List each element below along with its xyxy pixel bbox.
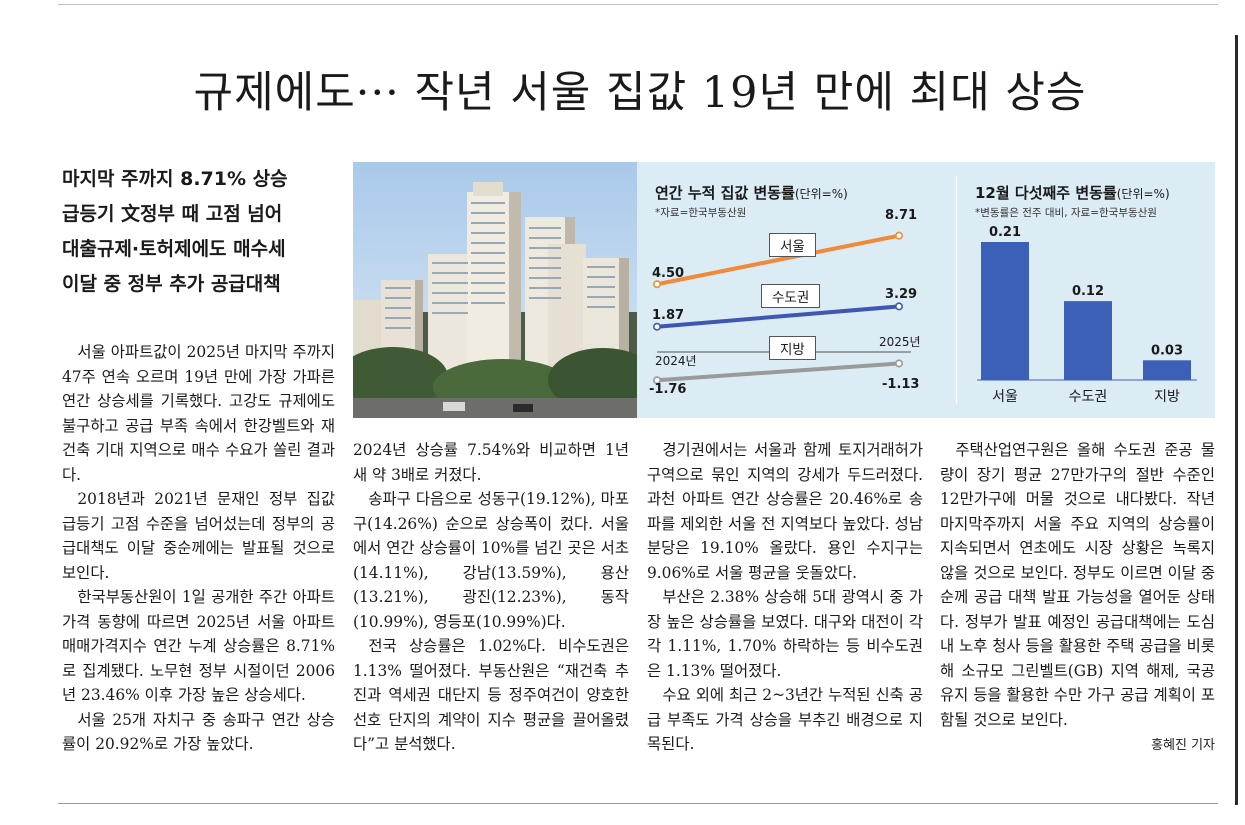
- bar-category-label: 수도권: [1069, 389, 1108, 405]
- line-chart-source: *자료=한국부동산원: [655, 207, 747, 219]
- bar-chart-title: 12월 다섯째주 변동률(단위=%): [975, 182, 1170, 203]
- article-column-4: 주택산업연구원은 올해 수도권 준공 물량이 장기 평균 27만가구의 절반 수…: [940, 438, 1215, 759]
- subheadline: 마지막 주까지 8.71% 상승: [62, 168, 288, 190]
- data-point-capital: [894, 302, 903, 311]
- line-chart-title-text: 연간 누적 집값 변동률: [655, 184, 795, 202]
- bottom-rule: [58, 803, 1218, 804]
- data-point-capital: [652, 322, 661, 331]
- data-label-seoul-2024: 4.50: [652, 266, 685, 281]
- byline: 홍혜진 기자: [1151, 738, 1215, 753]
- article-column-2: 2024년 상승률 7.54%와 비교하면 1년 새 약 3배로 커졌다. 송파…: [353, 438, 629, 757]
- x-tick-2025: 2025년: [879, 335, 921, 349]
- bar-value-label: 0.03: [1151, 343, 1183, 358]
- paragraph: 송파구 다음으로 성동구(19.12%), 마포구(14.26%) 순으로 상승…: [353, 490, 629, 631]
- subheadline: 이달 중 정부 추가 공급대책: [62, 273, 281, 295]
- subheadlines: 마지막 주까지 8.71% 상승 급등기 文정부 때 고점 넘어 대출규제·토허…: [62, 162, 342, 302]
- article-column-3: 경기권에서는 서울과 함께 토지거래허가구역으로 묶인 지역의 강세가 두드러졌…: [647, 438, 923, 757]
- data-point-seoul: [652, 280, 661, 289]
- x-tick-2024: 2024년: [655, 354, 697, 368]
- article-column-1: 서울 아파트값이 2025년 마지막 주까지 47주 연속 오르며 19년 만에…: [62, 340, 335, 757]
- series-line-seoul: [655, 233, 901, 287]
- paragraph: 2018년과 2021년 문재인 정부 집값 급등기 고점 수준을 넘어섰는데 …: [62, 490, 335, 582]
- bar-value-label: 0.12: [1072, 284, 1104, 299]
- page-edge: [1235, 35, 1238, 805]
- data-point-local: [652, 376, 661, 385]
- series-label-seoul: 서울: [769, 233, 816, 257]
- data-label-local-2025: -1.13: [882, 377, 920, 392]
- paragraph: 수요 외에 최근 2~3년간 누적된 신축 공급 부족도 가격 상승을 부추긴 …: [647, 686, 923, 753]
- bar: [1143, 360, 1191, 380]
- line-chart-unit: (단위=%): [794, 187, 848, 201]
- data-label-seoul-2025: 8.71: [885, 208, 918, 223]
- series-label-capital: 수도권: [761, 284, 821, 308]
- paragraph: 주택산업연구원은 올해 수도권 준공 물량이 장기 평균 27만가구의 절반 수…: [940, 441, 1215, 729]
- bar-category-label: 서울: [992, 389, 1018, 405]
- bar: [1064, 301, 1112, 380]
- paragraph: 서울 25개 자치구 중 송파구 연간 상승률이 20.92%로 가장 높았다.: [62, 710, 335, 754]
- bar: [981, 242, 1029, 380]
- line-chart-title: 연간 누적 집값 변동률(단위=%): [655, 182, 848, 203]
- paragraph: 경기권에서는 서울과 함께 토지거래허가구역으로 묶인 지역의 강세가 두드러졌…: [647, 441, 923, 582]
- paragraph: 2024년 상승률 7.54%와 비교하면 1년 새 약 3배로 커졌다.: [353, 441, 629, 484]
- data-label-capital-2025: 3.29: [885, 287, 918, 302]
- data-label-capital-2024: 1.87: [652, 308, 685, 323]
- bar-value-label: 0.21: [989, 225, 1021, 240]
- bar-chart: 0.21 서울 0.12 수도권 0.03 지방: [977, 225, 1197, 405]
- headline: 규제에도··· 작년 서울 집값 19년 만에 최대 상승: [193, 68, 1087, 118]
- bar-category-label: 지방: [1154, 389, 1180, 405]
- subheadline: 급등기 文정부 때 고점 넘어: [62, 203, 283, 225]
- apartment-photo: [353, 162, 637, 418]
- infographic: 연간 누적 집값 변동률(단위=%) *자료=한국부동산원 4.50 8.71 …: [637, 162, 1215, 418]
- paragraph: 서울 아파트값이 2025년 마지막 주까지 47주 연속 오르며 19년 만에…: [62, 343, 335, 484]
- data-label-local-2024: -1.76: [649, 382, 687, 397]
- subheadline: 대출규제·토허제에도 매수세: [62, 238, 286, 260]
- paragraph: 부산은 2.38% 상승해 5대 광역시 중 가장 높은 상승률을 보였다. 대…: [647, 588, 923, 680]
- paragraph: 한국부동산원이 1일 공개한 주간 아파트 가격 동향에 따르면 2025년 서…: [62, 588, 335, 704]
- data-point-seoul: [894, 231, 903, 240]
- top-rule: [58, 4, 1218, 5]
- bar-chart-title-text: 12월 다섯째주 변동률: [975, 184, 1117, 202]
- series-line-local: [655, 361, 901, 383]
- paragraph: 전국 상승률은 1.02%다. 비수도권은 1.13% 떨어졌다. 부동산원은 …: [353, 637, 629, 753]
- series-line-capital: [655, 304, 901, 329]
- series-label-local: 지방: [769, 336, 816, 360]
- infographic-divider: [956, 176, 957, 404]
- bar-chart-source: *변동률은 전주 대비, 자료=한국부동산원: [975, 207, 1157, 219]
- bar-chart-unit: (단위=%): [1116, 187, 1170, 201]
- data-point-local: [894, 359, 903, 368]
